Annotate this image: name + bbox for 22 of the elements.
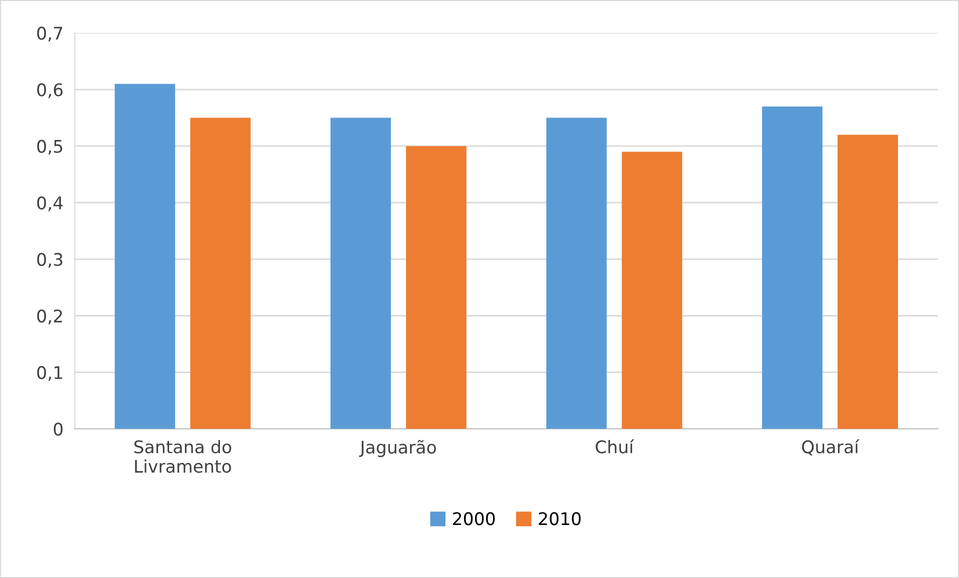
y-tick-label: 0,5 — [37, 140, 62, 155]
bar — [406, 146, 466, 429]
y-tick-label: 0,3 — [37, 252, 62, 268]
y-tick-label: 0,1 — [37, 366, 62, 381]
y-tick-label: 0 — [54, 422, 63, 436]
x-tick-label: Quaraí — [802, 439, 860, 456]
y-tick-label: 0,6 — [37, 83, 63, 98]
bar — [190, 118, 251, 429]
y-tick-label: 0,7 — [37, 26, 62, 42]
x-tick-label: Chuí — [596, 439, 634, 454]
bar — [622, 152, 682, 429]
x-tick-label: Jaguarão — [359, 440, 436, 458]
legend-label: 2000 — [453, 512, 495, 526]
y-tick-label: 0,2 — [37, 309, 62, 324]
y-tick-label: 0,4 — [37, 196, 63, 212]
bar — [114, 84, 176, 429]
bar — [762, 106, 822, 429]
bar — [546, 118, 607, 429]
x-tick-label: Santana do Livramento — [134, 440, 232, 473]
bar — [330, 118, 391, 429]
legend-label: 2010 — [538, 512, 581, 526]
bar — [838, 134, 898, 429]
